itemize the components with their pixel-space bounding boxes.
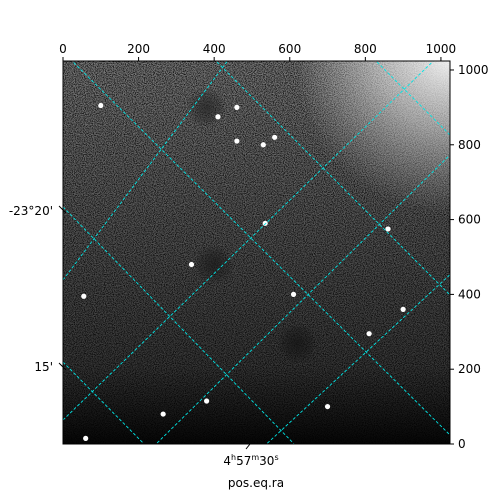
ra-axis-bottom: 4h57m30s pos.eq.ra xyxy=(223,443,284,490)
bright-star xyxy=(385,226,391,232)
bright-star xyxy=(400,306,406,312)
bright-star xyxy=(188,261,195,268)
bright-star xyxy=(160,411,166,417)
dec-tick-label: -23°20' xyxy=(9,204,53,218)
ra-grid-line xyxy=(63,61,229,281)
right-tick-label: 600 xyxy=(458,213,481,227)
ra-grid-line xyxy=(63,61,434,421)
dec-tick-mark xyxy=(58,362,67,371)
bright-star xyxy=(234,104,240,110)
bright-star xyxy=(324,403,331,410)
top-pixel-axis: 0 200 400 600 800 1000 xyxy=(59,42,456,61)
right-tick-label: 0 xyxy=(458,437,466,451)
dec-tick-mark xyxy=(58,205,67,214)
top-tick-label: 200 xyxy=(127,42,150,56)
right-pixel-axis: 0 200 400 600 800 1000 xyxy=(450,63,489,451)
right-tick-label: 200 xyxy=(458,362,481,376)
dec-grid-line xyxy=(71,61,450,436)
top-tick-label: 1000 xyxy=(426,42,457,56)
bright-star xyxy=(366,331,372,337)
bright-star xyxy=(272,134,278,140)
dec-grid-line xyxy=(375,61,450,136)
ra-tick-mark xyxy=(245,443,251,450)
bright-star xyxy=(262,220,268,226)
coordinate-grid-layer xyxy=(63,61,450,444)
ra-grid-line xyxy=(155,154,450,444)
bright-star xyxy=(215,114,221,120)
top-tick-label: 400 xyxy=(203,42,226,56)
right-tick-label: 400 xyxy=(458,287,481,301)
dec-axis-left: -23°20' 15' xyxy=(9,204,67,374)
top-tick-label: 600 xyxy=(278,42,301,56)
bright-star xyxy=(234,138,240,144)
bright-star xyxy=(83,435,89,441)
bright-star xyxy=(81,293,87,299)
bright-star-layer xyxy=(81,102,406,441)
dec-tick-label: 15' xyxy=(34,360,53,374)
bright-star xyxy=(204,398,210,404)
ra-grid-line xyxy=(265,274,450,444)
bright-star xyxy=(98,102,104,109)
right-tick-label: 800 xyxy=(458,138,481,152)
image-plot-area xyxy=(63,61,450,444)
dec-grid-line xyxy=(63,206,295,444)
right-tick-label: 1000 xyxy=(458,63,489,77)
top-tick-label: 800 xyxy=(354,42,377,56)
top-tick-label: 0 xyxy=(59,42,67,56)
plot-frame xyxy=(62,60,451,445)
dec-grid-line xyxy=(215,61,450,296)
dec-grid-line xyxy=(63,361,145,444)
bright-star xyxy=(290,291,297,297)
bright-star xyxy=(260,142,266,148)
image-bottom-dark-band xyxy=(63,61,450,444)
ra-tick-label: 4h57m30s xyxy=(223,453,278,468)
x-axis-label: pos.eq.ra xyxy=(228,476,284,490)
